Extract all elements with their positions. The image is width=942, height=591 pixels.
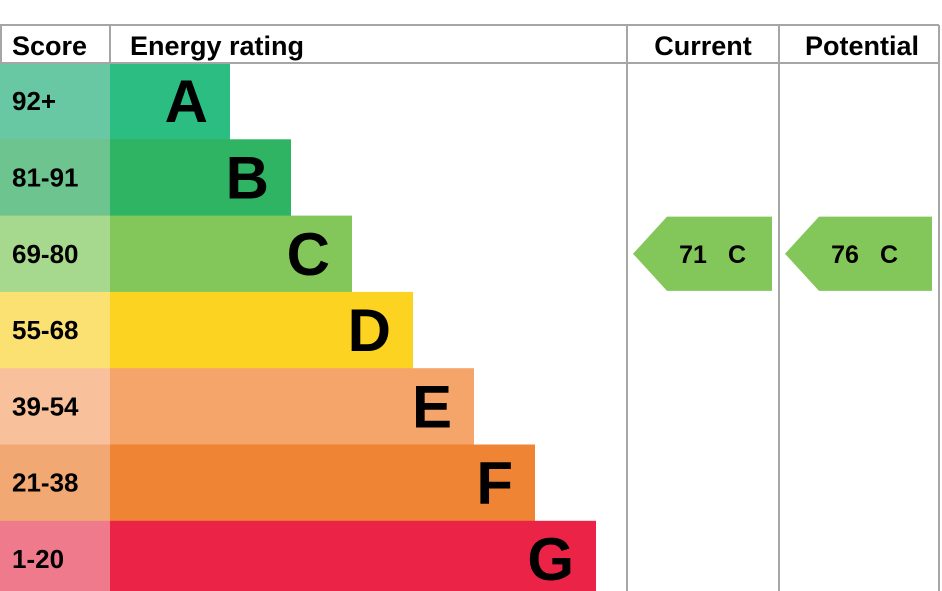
score-label: 55-68 — [12, 315, 79, 345]
score-cell — [0, 368, 110, 446]
rating-letter: E — [412, 373, 452, 440]
current-rating-arrow-value: 71 — [679, 241, 707, 269]
score-label: 81-91 — [12, 162, 79, 192]
rating-bar — [110, 291, 413, 369]
rating-bands: 92+ A 81-91 B 69-80 C 55-68 D 39-54 E 21-38 F 1-20 G — [0, 63, 596, 591]
score-cell — [0, 63, 110, 140]
rating-letter: F — [476, 450, 513, 517]
header-potential: Potential — [805, 31, 919, 61]
band-c: 69-80 C — [0, 215, 352, 293]
rating-letter: C — [287, 221, 330, 288]
band-e: 39-54 E — [0, 368, 474, 446]
score-label: 69-80 — [12, 239, 79, 269]
score-cell — [0, 215, 110, 293]
rating-letter: G — [527, 526, 574, 591]
rating-bar — [110, 63, 230, 140]
band-a: 92+ A — [0, 63, 230, 140]
rating-letter: B — [226, 144, 269, 211]
band-g: 1-20 G — [0, 520, 596, 591]
rating-bar — [110, 215, 352, 293]
current-rating-arrow-shape — [633, 216, 772, 291]
score-cell — [0, 444, 110, 522]
current-rating-arrow-letter: C — [728, 241, 746, 269]
rating-letter: D — [348, 297, 391, 364]
header-score: Score — [12, 31, 87, 61]
score-label: 92+ — [12, 86, 56, 116]
score-cell — [0, 520, 110, 591]
score-cell — [0, 139, 110, 217]
score-label: 1-20 — [12, 544, 64, 574]
rating-bar — [110, 139, 291, 217]
score-label: 39-54 — [12, 391, 79, 421]
band-f: 21-38 F — [0, 444, 535, 522]
potential-rating-arrow-letter: C — [880, 241, 898, 269]
table-gridlines — [0, 24, 940, 591]
header-energy-rating: Energy rating — [130, 31, 304, 61]
potential-rating-arrow-shape — [785, 216, 932, 291]
rating-bar — [110, 368, 474, 446]
potential-rating-arrow: 76 C — [785, 216, 932, 291]
potential-rating-arrow-value: 76 — [831, 241, 859, 269]
current-rating-arrow: 71 C — [633, 216, 772, 291]
rating-bar — [110, 444, 535, 522]
band-b: 81-91 B — [0, 139, 291, 217]
score-label: 21-38 — [12, 468, 79, 498]
score-cell — [0, 291, 110, 369]
rating-letter: A — [165, 68, 208, 135]
rating-arrows: 71 C 76 C — [633, 216, 932, 291]
rating-bar — [110, 520, 596, 591]
header-current: Current — [654, 31, 752, 61]
band-d: 55-68 D — [0, 291, 413, 369]
